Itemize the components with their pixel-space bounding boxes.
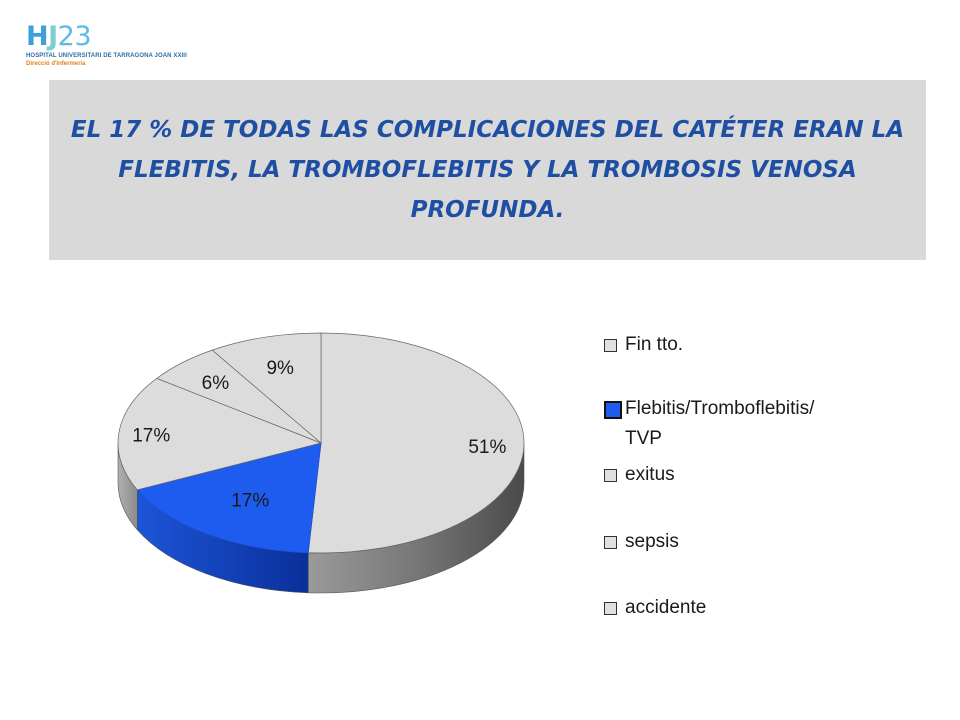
logo-department: Direcció d'Infermeria	[26, 61, 86, 67]
legend-swatch	[604, 401, 622, 419]
legend-item-3: exitus	[604, 461, 904, 489]
pie-data-labels: 51% 17% 17% 6% 9%	[132, 358, 506, 511]
legend-label-line2: TVP	[625, 428, 662, 449]
legend-swatch	[604, 339, 617, 352]
logo-hospital-name: HOSPITAL UNIVERSITARI DE TARRAGONA JOAN …	[26, 53, 187, 59]
logo-letter-j: J	[48, 21, 58, 52]
legend-label: Flebitis/Tromboflebitis/	[625, 398, 815, 419]
title-banner: EL 17 % DE TODAS LAS COMPLICACIONES DEL …	[49, 80, 926, 260]
pie-depth	[117, 442, 525, 594]
pie-label-3: 17%	[132, 425, 170, 446]
pie-slice-5	[211, 332, 322, 444]
pie-label-2: 17%	[231, 490, 269, 511]
logo-mark: HJ23	[26, 22, 226, 52]
hospital-logo: HJ23 HOSPITAL UNIVERSITARI DE TARRAGONA …	[26, 22, 226, 82]
legend-item-1: Fin tto.	[604, 331, 904, 359]
pie-label-5: 9%	[266, 358, 294, 379]
legend-item-2: Flebitis/Tromboflebitis/TVP	[604, 395, 904, 453]
legend-swatch	[604, 469, 617, 482]
pie-chart: 51% 17% 17% 6% 9%	[117, 332, 525, 594]
slide-title: EL 17 % DE TODAS LAS COMPLICACIONES DEL …	[70, 117, 905, 223]
legend-label: accidente	[625, 597, 707, 618]
pie-slice-1	[307, 332, 525, 554]
pie-label-1: 51%	[468, 437, 506, 458]
logo-number: 23	[57, 21, 92, 52]
pie-slice-2	[136, 442, 322, 554]
legend-label: Fin tto.	[625, 334, 684, 355]
legend-item-4: sepsis	[604, 528, 904, 556]
pie-label-4: 6%	[202, 373, 230, 394]
pie-slice-3	[117, 377, 323, 491]
legend-item-5: accidente	[604, 594, 904, 622]
legend-swatch	[604, 536, 617, 549]
legend-label: sepsis	[625, 531, 679, 552]
logo-letter-h: H	[26, 21, 49, 52]
legend-swatch	[604, 602, 617, 615]
pie-slices	[117, 332, 525, 554]
legend-label: exitus	[625, 464, 675, 485]
